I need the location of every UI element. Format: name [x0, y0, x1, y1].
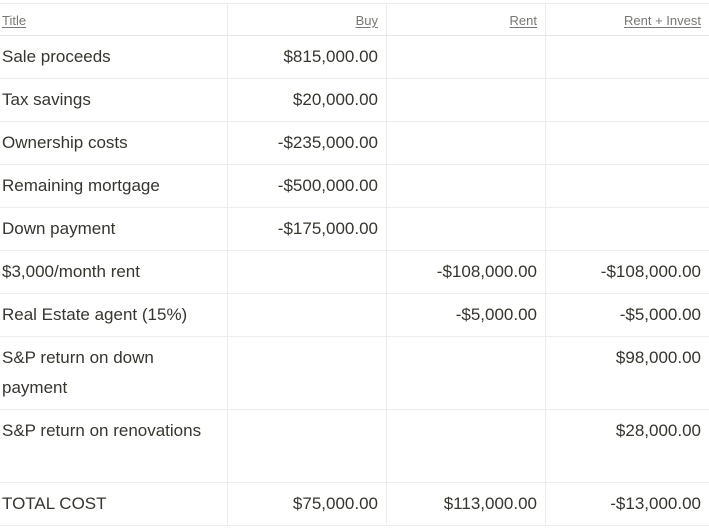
- cell-rent-invest[interactable]: $28,000.00: [615, 421, 701, 440]
- column-header-rent-label[interactable]: Rent: [509, 13, 537, 28]
- cell-buy[interactable]: [228, 410, 387, 482]
- cell-rent[interactable]: [387, 165, 546, 207]
- cell-buy[interactable]: -$235,000.00: [228, 122, 387, 164]
- table-header-row: Title Buy Rent Rent + Invest: [0, 3, 709, 36]
- cell-rent-invest[interactable]: [546, 79, 709, 121]
- cell-rent[interactable]: $113,000.00: [387, 483, 546, 525]
- cost-comparison-table: Title Buy Rent Rent + Invest Sale procee…: [0, 3, 709, 526]
- cell-buy[interactable]: -$175,000.00: [228, 208, 387, 250]
- table-row[interactable]: Sale proceeds $815,000.00: [0, 36, 709, 79]
- cell-rent[interactable]: [387, 79, 546, 121]
- row-title[interactable]: Real Estate agent (15%): [0, 294, 228, 336]
- row-title[interactable]: $3,000/month rent: [0, 251, 228, 293]
- cell-buy[interactable]: [228, 337, 387, 409]
- row-title[interactable]: S&P return on down payment: [0, 337, 228, 409]
- column-header-buy[interactable]: Buy: [228, 4, 387, 35]
- cell-rent-invest[interactable]: -$5,000.00: [619, 305, 701, 324]
- row-title[interactable]: Remaining mortgage: [0, 165, 228, 207]
- column-header-rent-invest[interactable]: Rent + Invest: [546, 4, 709, 35]
- column-header-title-label[interactable]: Title: [2, 13, 27, 28]
- cell-rent-invest[interactable]: [546, 208, 709, 250]
- table-row[interactable]: Real Estate agent (15%) -$5,000.00 -$5,0…: [0, 294, 709, 337]
- cell-rent-invest[interactable]: -$108,000.00: [600, 262, 701, 281]
- cell-rent[interactable]: [387, 122, 546, 164]
- cell-rent-invest[interactable]: [546, 165, 709, 207]
- cell-rent[interactable]: -$5,000.00: [387, 294, 546, 336]
- column-header-title[interactable]: Title: [0, 4, 228, 35]
- table-row[interactable]: S&P return on renovations $28,000.00: [0, 410, 709, 483]
- total-row[interactable]: TOTAL COST $75,000.00 $113,000.00 -$13,0…: [0, 483, 709, 526]
- column-header-buy-label[interactable]: Buy: [355, 13, 378, 28]
- cell-rent[interactable]: [387, 337, 546, 409]
- row-title[interactable]: Tax savings: [0, 79, 228, 121]
- column-header-rent-invest-label[interactable]: Rent + Invest: [624, 13, 701, 28]
- row-title[interactable]: Down payment: [0, 208, 228, 250]
- cell-rent[interactable]: [387, 36, 546, 78]
- cell-buy[interactable]: -$500,000.00: [228, 165, 387, 207]
- table-row[interactable]: Down payment -$175,000.00: [0, 208, 709, 251]
- cell-buy[interactable]: $75,000.00: [228, 483, 387, 525]
- cell-rent-invest[interactable]: [546, 36, 709, 78]
- cell-buy[interactable]: [228, 294, 387, 336]
- row-title[interactable]: Ownership costs: [0, 122, 228, 164]
- table-row[interactable]: S&P return on down payment $98,000.00: [0, 337, 709, 410]
- cell-buy[interactable]: $815,000.00: [228, 36, 387, 78]
- cell-rent-invest[interactable]: [546, 122, 709, 164]
- row-title[interactable]: TOTAL COST: [0, 483, 228, 525]
- table-row[interactable]: Remaining mortgage -$500,000.00: [0, 165, 709, 208]
- cell-rent-invest[interactable]: -$13,000.00: [610, 494, 701, 513]
- row-title[interactable]: Sale proceeds: [0, 36, 228, 78]
- table-row[interactable]: Ownership costs -$235,000.00: [0, 122, 709, 165]
- cell-rent[interactable]: [387, 208, 546, 250]
- table-row[interactable]: Tax savings $20,000.00: [0, 79, 709, 122]
- cell-buy[interactable]: $20,000.00: [228, 79, 387, 121]
- cell-rent[interactable]: -$108,000.00: [387, 251, 546, 293]
- cell-rent-invest[interactable]: $98,000.00: [615, 348, 701, 367]
- column-header-rent[interactable]: Rent: [387, 4, 546, 35]
- table-row[interactable]: $3,000/month rent -$108,000.00 -$108,000…: [0, 251, 709, 294]
- cell-rent[interactable]: [387, 410, 546, 482]
- cell-buy[interactable]: [228, 251, 387, 293]
- row-title[interactable]: S&P return on renovations: [0, 410, 228, 482]
